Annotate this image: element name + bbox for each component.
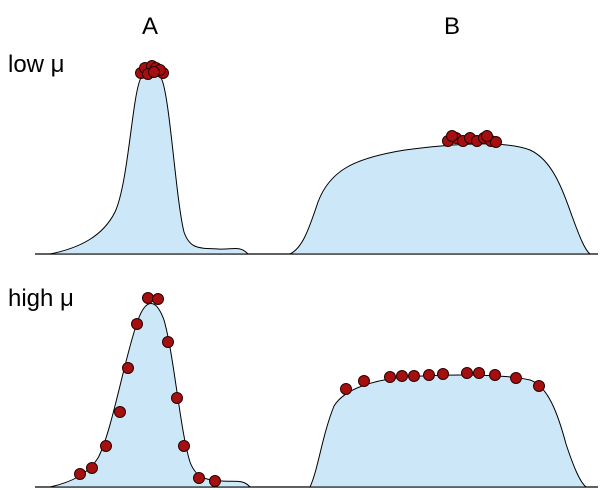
dot-b-low-9 xyxy=(446,130,458,142)
dot-b-high-4 xyxy=(396,370,408,382)
dot-a-high-9 xyxy=(162,336,174,348)
dot-b-high-6 xyxy=(423,369,435,381)
dot-b-high-12 xyxy=(533,380,545,392)
peak-a-low xyxy=(49,68,250,255)
row-label-high: high μ xyxy=(8,285,74,312)
dot-a-high-5 xyxy=(122,362,134,374)
dot-a-low-10 xyxy=(148,66,160,78)
row-label-low: low μ xyxy=(8,51,65,78)
peak-b-high xyxy=(309,374,588,488)
dot-b-high-8 xyxy=(461,367,473,379)
dot-a-high-1 xyxy=(74,468,86,480)
column-label-b: B xyxy=(444,13,460,40)
dot-b-low-8 xyxy=(490,136,502,148)
dot-a-high-4 xyxy=(114,406,126,418)
peak-b-low xyxy=(289,143,592,255)
dot-b-high-10 xyxy=(489,369,501,381)
dot-a-high-13 xyxy=(209,475,221,487)
dot-a-high-11 xyxy=(178,440,190,452)
dot-b-low-10 xyxy=(481,130,493,142)
peak-a-high xyxy=(49,303,252,488)
dot-b-high-11 xyxy=(510,372,522,384)
dot-b-high-7 xyxy=(437,368,449,380)
dot-a-high-6 xyxy=(131,318,143,330)
dot-a-high-2 xyxy=(86,462,98,474)
dot-a-high-10 xyxy=(171,392,183,404)
dot-b-high-1 xyxy=(340,383,352,395)
dot-a-high-7 xyxy=(142,292,154,304)
dots-low xyxy=(135,60,502,148)
dot-b-high-3 xyxy=(384,371,396,383)
column-label-a: A xyxy=(142,13,158,40)
dot-a-high-12 xyxy=(193,472,205,484)
dot-a-high-3 xyxy=(100,440,112,452)
dots-high xyxy=(74,292,545,487)
dot-a-high-8 xyxy=(152,293,164,305)
dot-b-high-2 xyxy=(358,375,370,387)
dot-b-high-9 xyxy=(473,367,485,379)
dot-b-high-5 xyxy=(408,370,420,382)
